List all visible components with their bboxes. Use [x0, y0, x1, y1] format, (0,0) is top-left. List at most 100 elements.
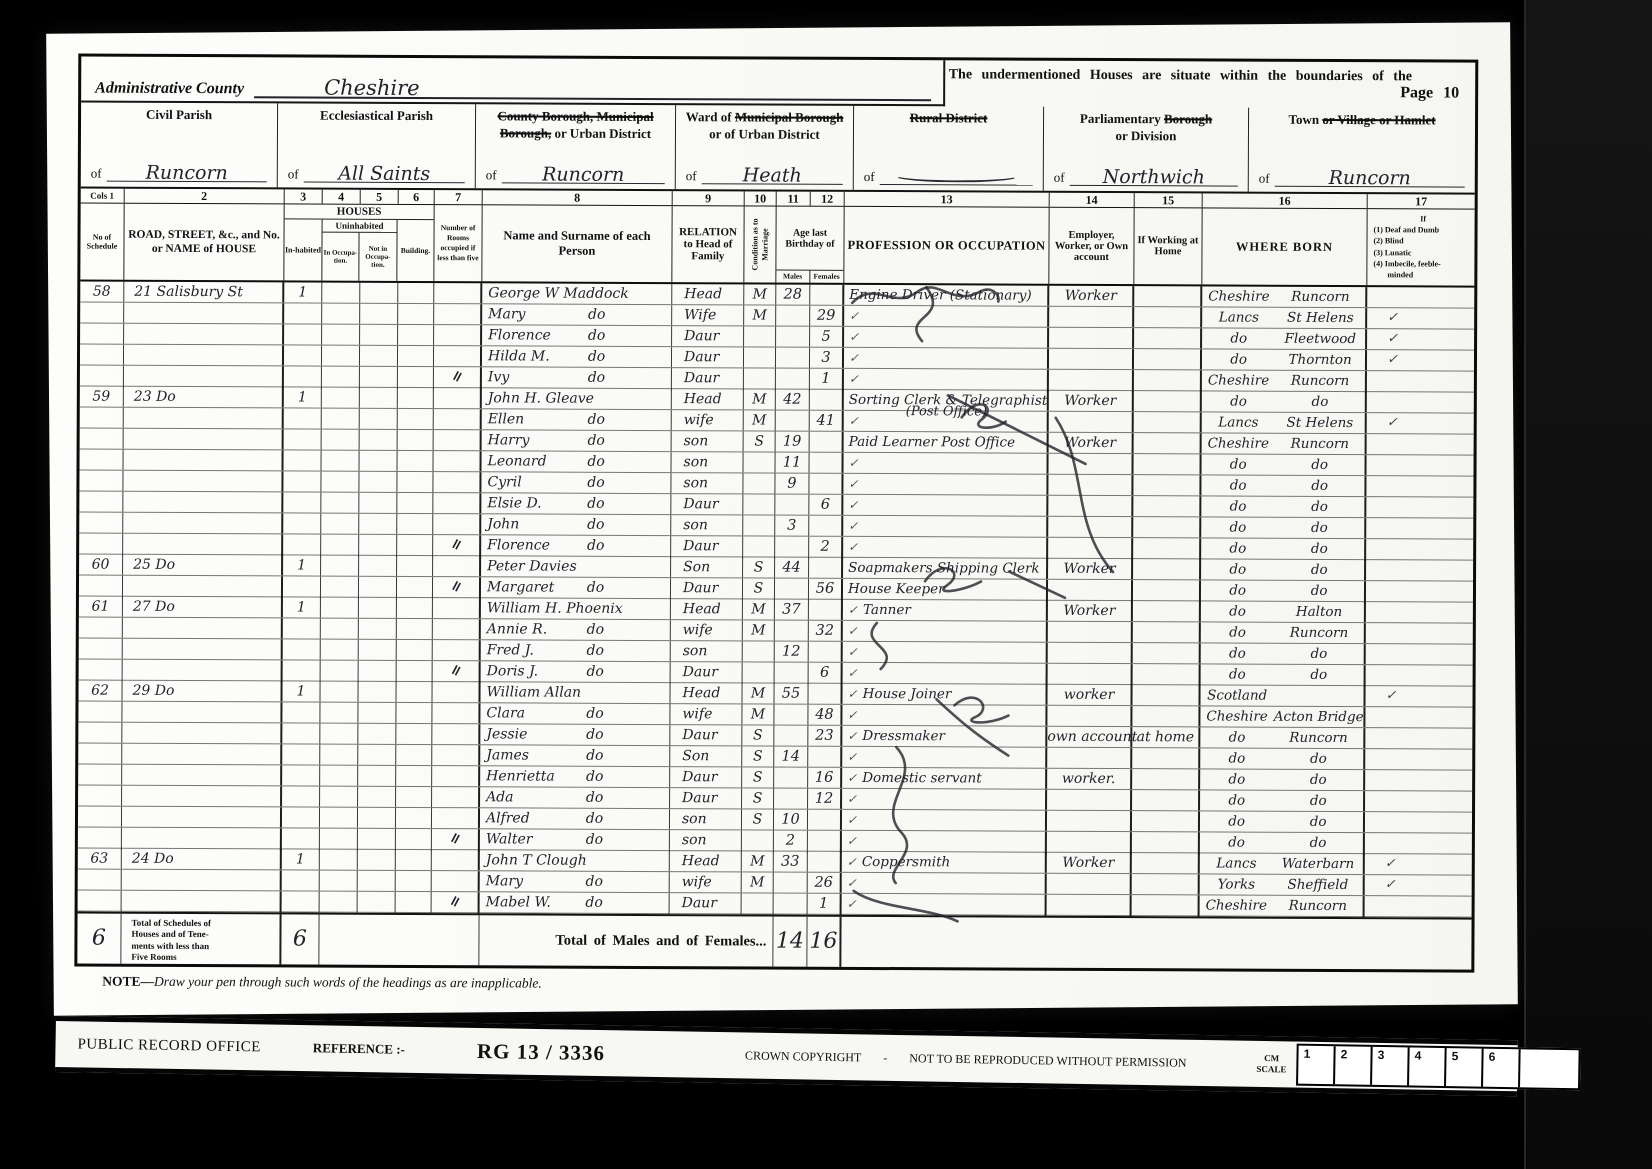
cell-home: [1132, 769, 1201, 790]
cell-rooms: =: [433, 366, 482, 390]
cell-road: [121, 827, 282, 851]
cell-inhabited: [282, 744, 321, 765]
cell-uninhabited-in-occupation: [321, 366, 360, 389]
crown-copyright-label: CROWN COPYRIGHT: [744, 1047, 862, 1064]
born-place: Fleetwood: [1284, 330, 1357, 348]
cell-condition: M: [741, 851, 774, 872]
cell-rooms: =: [433, 534, 482, 558]
cell-relation: Head: [672, 284, 745, 305]
cell-schedule: 62: [78, 680, 123, 701]
cell-schedule: [78, 659, 123, 682]
cell-inhabited: 1: [283, 555, 322, 576]
cell-condition: M: [742, 683, 775, 704]
cell-uninhabited-not-occupation: [358, 723, 397, 744]
born-county: Lancs: [1218, 414, 1259, 431]
cell-home: [1133, 412, 1202, 433]
cell-uninhabited-in-occupation: [320, 660, 359, 683]
col-header-road: ROAD, STREET, &c., and No. or NAME of HO…: [124, 203, 285, 281]
cell-employer: [1046, 831, 1132, 855]
cell-home: [1131, 832, 1200, 855]
cell-employer: [1047, 621, 1133, 643]
check-mark: ✓: [847, 665, 858, 680]
ditto-mark: do: [586, 747, 604, 764]
parish-value-underline: Heath: [701, 163, 843, 187]
cell-where-born: do do: [1199, 832, 1365, 856]
cell-road: [123, 365, 284, 389]
cell-road: [122, 617, 283, 639]
cell-inhabited: [282, 576, 322, 599]
cell-condition: S: [742, 767, 775, 788]
cell-schedule: [78, 617, 123, 638]
cell-where-born: do do: [1201, 454, 1367, 476]
cell-employer: Worker: [1047, 600, 1133, 622]
cell-where-born: Cheshire Runcorn: [1201, 433, 1367, 455]
cell-building: [397, 366, 434, 390]
room-tally-mark: =: [445, 534, 468, 554]
cell-inhabited: [282, 723, 321, 744]
cell-relation: Head: [671, 389, 744, 410]
check-mark: ✓: [846, 812, 858, 827]
person-name: John T Clough: [485, 852, 587, 869]
cell-where-born: do do: [1201, 391, 1367, 413]
cell-profession: Sorting Clerk & Telegraphist (Post Office…: [843, 389, 1049, 419]
parish-box-value: of: [860, 165, 1037, 186]
cell-age-female: [810, 284, 845, 305]
cell-uninhabited-in-occupation: [321, 492, 360, 513]
cell-road: [121, 806, 283, 828]
cell-employer: [1046, 873, 1132, 895]
person-name: Harry: [487, 432, 530, 449]
person-name: Ada: [486, 789, 514, 806]
born-county: do: [1228, 666, 1246, 683]
check-mark: ✓: [848, 413, 859, 428]
check-mark: ✓: [846, 896, 857, 911]
room-tally-mark: =: [446, 366, 468, 386]
cell-infirmity: [1366, 623, 1473, 643]
parish-value: Runcorn: [145, 161, 228, 185]
cell-name: Ellen do: [481, 409, 672, 431]
cell-profession: ✓: [843, 536, 1049, 560]
cell-home: [1132, 685, 1201, 706]
cell-relation: Head: [670, 599, 743, 620]
born-place: Waterbarn: [1281, 855, 1355, 873]
born-county: do: [1229, 624, 1246, 641]
cell-profession: House Keeper: [842, 578, 1049, 602]
cell-road: [124, 323, 285, 345]
cell-home: [1133, 475, 1202, 496]
person-name: John: [487, 516, 520, 533]
person-name: Florence: [488, 327, 551, 344]
ruler-cell: 1: [1298, 1045, 1336, 1085]
col-header-home: If Working at Home: [1134, 208, 1203, 285]
person-name: Walter: [485, 831, 533, 848]
cell-building: [398, 324, 435, 346]
cell-road: [122, 575, 284, 599]
parish-value-underline: [879, 165, 1033, 186]
total-houses-value: 6: [281, 914, 320, 965]
cell-inhabited: 1: [282, 681, 321, 702]
cell-home: [1132, 622, 1201, 643]
cell-name: Harry do: [481, 430, 672, 452]
cell-employer: [1048, 537, 1134, 561]
cell-home: [1132, 748, 1201, 769]
cell-inhabited: 1: [281, 849, 320, 870]
check-mark: ✓: [848, 455, 859, 470]
cell-rooms: [433, 409, 482, 430]
parish-box-5: Rural District of: [853, 105, 1045, 191]
person-name: Ivy: [487, 369, 510, 386]
cell-home: [1133, 454, 1202, 475]
born-county: do: [1228, 834, 1245, 851]
ditto-mark: do: [587, 411, 605, 428]
cell-age-male: 11: [775, 452, 810, 473]
form-note: NOTE—Draw your pen through such words of…: [102, 973, 542, 991]
parish-box-2: Ecclesiastical Parish of All Saints: [277, 103, 477, 189]
cell-home: [1133, 349, 1203, 370]
cell-age-male: 9: [775, 473, 810, 494]
cell-condition: [744, 326, 777, 347]
born-county: do: [1228, 771, 1246, 788]
ruler-cell: 6: [1483, 1048, 1521, 1088]
admin-header-right: The undermentioned Houses are situate wi…: [945, 60, 1475, 108]
ditto-mark: do: [587, 516, 605, 533]
cell-age-female: [809, 389, 844, 410]
cell-uninhabited-not-occupation: [359, 492, 398, 513]
cell-building: [396, 597, 433, 619]
person-name: John H. Gleave: [487, 390, 594, 407]
